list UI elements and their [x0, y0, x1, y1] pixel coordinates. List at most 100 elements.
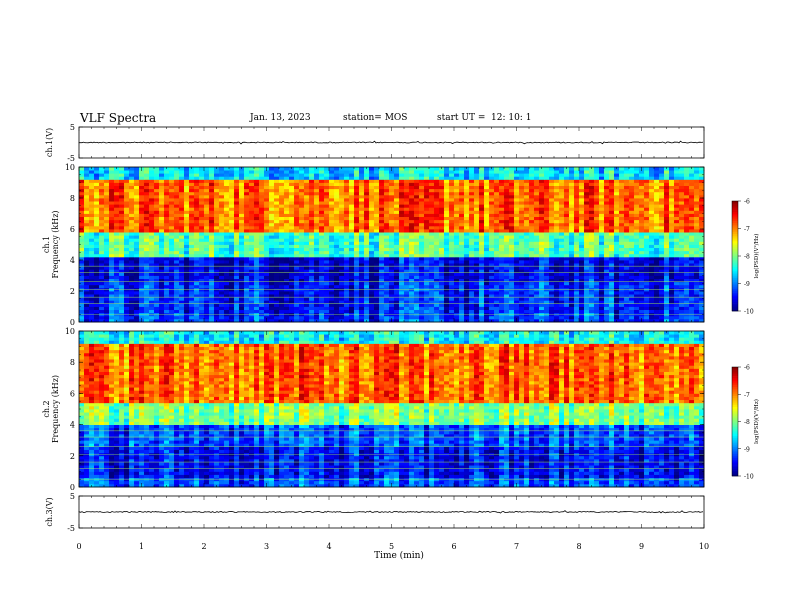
spectrogram-cell [554, 284, 560, 289]
spectrogram-cell [234, 260, 240, 264]
spectrogram-cell [484, 198, 490, 202]
spectrogram-cell [374, 210, 380, 214]
spectrogram-cell [144, 281, 150, 286]
spectrogram-cell [634, 253, 640, 258]
spectrogram-cell [119, 232, 125, 236]
spectrogram-cell [229, 232, 235, 236]
spectrogram-cell [639, 260, 645, 264]
spectrogram-cell [79, 275, 85, 279]
spectrogram-cell [199, 303, 205, 307]
spectrogram-cell [209, 269, 215, 273]
spectrogram-cell [639, 250, 645, 255]
spectrogram-cell [344, 300, 350, 304]
spectrogram-cell [659, 272, 665, 276]
spectrogram-cell [139, 278, 145, 283]
spectrogram-cell [699, 229, 705, 233]
spectrogram-cell [99, 303, 105, 307]
spectrogram-cell [459, 263, 465, 267]
spectrogram-cell [224, 229, 230, 233]
spectrogram-cell [689, 213, 695, 217]
spectrogram-cell [504, 207, 510, 211]
spectrogram-cell [434, 241, 440, 245]
spectrogram-cell [344, 269, 350, 273]
spectrogram-cell [639, 303, 645, 307]
spectrogram-cell [639, 235, 645, 239]
spectrogram-cell [144, 229, 150, 233]
spectrogram-cell [279, 263, 285, 267]
spectrogram-cell [354, 315, 360, 320]
spectrogram-cell [164, 241, 170, 245]
spectrogram-cell [664, 213, 670, 217]
spectrogram-cell [499, 247, 505, 252]
spectrogram-cell [684, 210, 690, 214]
spectrogram-cell [644, 315, 650, 320]
spectrogram-cell [609, 300, 615, 304]
spectrogram-cell [329, 315, 335, 320]
spectrogram-cell [274, 284, 280, 289]
spectrogram-cell [99, 201, 105, 205]
spectrogram-cell [239, 281, 245, 286]
spectrogram-cell [449, 297, 455, 301]
spectrogram-cell [374, 204, 380, 208]
spectrogram-cell [464, 269, 470, 273]
spectrogram-cell [349, 263, 355, 267]
spectrogram-cell [229, 244, 235, 248]
spectrogram-cell [629, 266, 635, 270]
spectrogram-cell [444, 266, 450, 270]
spectrogram-cell [394, 222, 400, 227]
spectrogram-cell [644, 225, 650, 230]
spectrogram-cell [594, 266, 600, 270]
spectrogram-cell [374, 291, 380, 295]
spectrogram-cell [99, 253, 105, 258]
spectrogram-cell [349, 247, 355, 252]
spectrogram-cell [589, 198, 595, 202]
spectrogram-cell [154, 235, 160, 239]
spectrogram-cell [439, 210, 445, 214]
spectrogram-cell [264, 294, 270, 298]
spectrogram-cell [364, 222, 370, 227]
spectrogram-cell [584, 300, 590, 304]
spectrogram-cell [259, 297, 265, 301]
spectrogram-cell [364, 198, 370, 202]
spectrogram-cell [304, 272, 310, 276]
spectrogram-cell [699, 253, 705, 258]
spectrogram-cell [199, 318, 205, 323]
spectrogram-cell [259, 306, 265, 310]
spectrogram-cell [189, 244, 195, 248]
spectrogram-cell [149, 306, 155, 310]
spectrogram-cell [304, 219, 310, 224]
spectrogram-cell [489, 266, 495, 270]
spectrogram-cell [409, 222, 415, 227]
spectrogram-cell [84, 266, 90, 270]
spectrogram-cell [579, 303, 585, 307]
spectrogram-cell [314, 269, 320, 273]
spectrogram-cell [314, 216, 320, 221]
spectrogram-cell [394, 247, 400, 252]
spectrogram-cell [104, 263, 110, 267]
spectrogram-cell [214, 315, 220, 320]
spectrogram-cell [79, 225, 85, 230]
spectrogram-cell [439, 275, 445, 279]
spectrogram-cell [534, 275, 540, 279]
spectrogram-cell [159, 198, 165, 202]
spectrogram-cell [359, 238, 365, 242]
spectrogram-cell [389, 284, 395, 289]
spectrogram-cell [644, 294, 650, 298]
spectrogram-cell [314, 244, 320, 248]
spectrogram-cell [204, 260, 210, 264]
spectrogram-cell [574, 222, 580, 227]
spectrogram-cell [124, 216, 130, 221]
spectrogram-cell [529, 229, 535, 233]
spectrogram-cell [639, 297, 645, 301]
spectrogram-cell [204, 303, 210, 307]
spectrogram-cell [559, 266, 565, 270]
spectrogram-cell [204, 309, 210, 314]
spectrogram-cell [369, 278, 375, 283]
spectrogram-cell [264, 278, 270, 283]
spectrogram-cell [649, 291, 655, 295]
spectrogram-cell [519, 306, 525, 310]
spectrogram-cell [154, 207, 160, 211]
spectrogram-cell [509, 297, 515, 301]
spectrogram-cell [404, 297, 410, 301]
spectrogram-cell [639, 284, 645, 289]
